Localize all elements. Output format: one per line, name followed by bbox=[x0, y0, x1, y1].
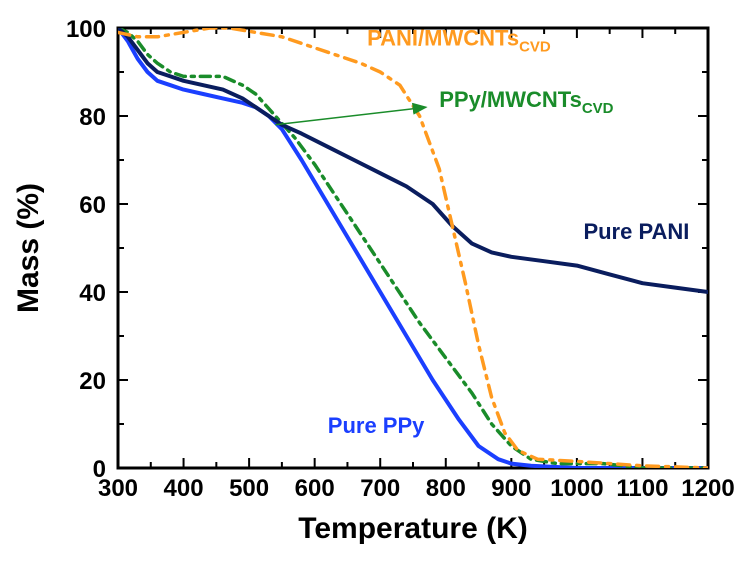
series-pure_pani bbox=[118, 28, 708, 292]
y-tick-label: 60 bbox=[79, 192, 106, 219]
x-tick-label: 1100 bbox=[616, 475, 668, 502]
x-axis-label: Temperature (K) bbox=[298, 512, 527, 545]
x-tick-label: 600 bbox=[295, 475, 335, 502]
x-tick-label: 1200 bbox=[681, 475, 734, 502]
label-pani_mwcnt_cvd: PANI/MWCNTsCVD bbox=[367, 26, 551, 56]
x-tick-label: 500 bbox=[229, 475, 269, 502]
x-tick-label: 400 bbox=[164, 475, 204, 502]
x-tick-label: 1000 bbox=[550, 475, 603, 502]
label-ppy_mwcnt_cvd: PPy/MWCNTsCVD bbox=[439, 87, 613, 117]
annotations: Pure PPy PPy/MWCNTsCVD Pure PANI PANI/MWCNT… bbox=[275, 26, 689, 438]
y-tick-label: 40 bbox=[79, 280, 106, 307]
y-tick-label: 100 bbox=[66, 16, 106, 43]
y-tick-label: 20 bbox=[79, 368, 106, 395]
label-pure_pani: Pure PANI bbox=[583, 219, 689, 244]
series-group bbox=[118, 28, 708, 468]
tga-chart: 3004005006007008009001000110012000204060… bbox=[0, 0, 736, 565]
y-tick-label: 0 bbox=[93, 456, 106, 483]
arrow-ppy_mwcnt_cvd bbox=[275, 107, 426, 125]
x-tick-label: 700 bbox=[360, 475, 400, 502]
y-axis-label: Mass (%) bbox=[12, 183, 45, 313]
x-tick-label: 900 bbox=[491, 475, 531, 502]
y-tick-label: 80 bbox=[79, 104, 106, 131]
x-tick-label: 800 bbox=[426, 475, 466, 502]
series-pure_ppy bbox=[118, 28, 708, 468]
label-pure_ppy: Pure PPy bbox=[328, 413, 425, 438]
